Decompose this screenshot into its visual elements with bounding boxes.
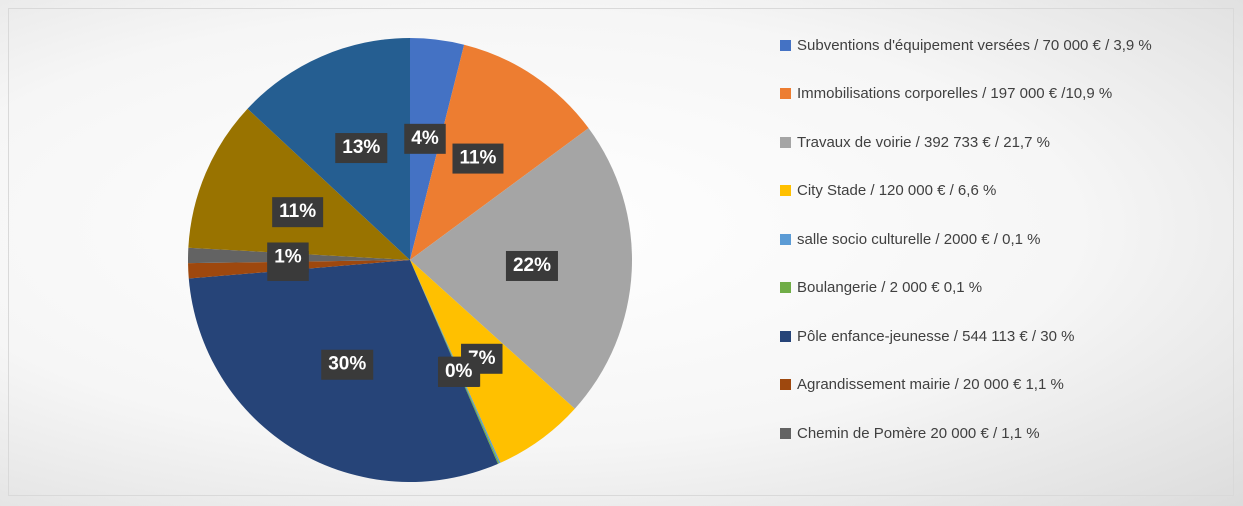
pie-slice: [247, 38, 410, 260]
legend-label: Boulangerie / 2 000 € 0,1 %: [797, 279, 983, 296]
data-label-text: 11%: [459, 148, 496, 169]
data-label: 13%: [335, 133, 388, 164]
pie-slice: [188, 108, 410, 260]
data-label: 30%: [321, 349, 374, 380]
legend-swatch: [780, 233, 791, 245]
data-label-box: [452, 143, 504, 174]
legend-entry: Boulangerie / 2 000 € 0,1 %: [780, 277, 1180, 298]
legend-label: Immobilisations corporelles / 197 000 € …: [797, 85, 1113, 102]
data-label-text: 1%: [274, 247, 302, 268]
data-label-text: 4%: [411, 128, 439, 149]
data-label-box: [335, 133, 388, 164]
legend-swatch: [780, 40, 791, 51]
legend-entry: Subventions d'équipement versées / 70 00…: [780, 35, 1180, 56]
data-label-box: [404, 123, 446, 154]
data-label-text: 30%: [328, 354, 366, 375]
data-label-text: 22%: [513, 255, 551, 276]
legend-entry: City Stade / 120 000 € / 6,6 %: [780, 180, 1180, 201]
legend-entry: Immobilisations corporelles / 197 000 € …: [780, 83, 1180, 104]
data-label: 11%: [272, 197, 324, 228]
data-label-box: [505, 250, 558, 281]
chart-frame: [8, 8, 1234, 496]
data-label: 0%: [437, 356, 480, 387]
data-label-box: [437, 356, 480, 387]
legend-swatch: [780, 88, 791, 99]
data-label-box: [272, 197, 324, 228]
legend-label: City Stade / 120 000 € / 6,6 %: [797, 182, 997, 199]
legend-entry: Pôle enfance-jeunesse / 544 113 € / 30 %: [780, 326, 1180, 347]
legend-label: Agrandissement mairie / 20 000 € 1,1 %: [797, 376, 1064, 393]
data-label: 22%: [505, 250, 558, 281]
legend-label: Subventions d'équipement versées / 70 00…: [797, 37, 1152, 54]
legend-swatch: [780, 427, 791, 439]
legend-swatch: [780, 330, 791, 342]
data-label-text: 11%: [279, 201, 316, 222]
data-label: 4%: [404, 123, 446, 154]
data-label-text: 13%: [342, 137, 380, 158]
legend-entry: Agrandissement mairie / 20 000 € 1,1 %: [780, 374, 1180, 395]
data-label-box: [267, 242, 309, 273]
legend-entry: Travaux de voirie / 392 733 € / 21,7 %: [780, 132, 1180, 153]
legend-swatch: [780, 282, 791, 293]
data-label-box: [321, 349, 374, 380]
legend-swatch: [780, 136, 791, 148]
legend-label: Pôle enfance-jeunesse / 544 113 € / 30 %: [797, 327, 1075, 345]
data-label: 1%: [267, 242, 309, 273]
legend-swatch: [780, 185, 791, 196]
legend-label: Travaux de voirie / 392 733 € / 21,7 %: [797, 133, 1050, 151]
legend-entry: Chemin de Pomère 20 000 € / 1,1 %: [780, 423, 1180, 444]
data-label: 11%: [452, 143, 504, 174]
legend-label: salle socio culturelle / 2000 € / 0,1 %: [797, 230, 1041, 248]
legend-swatch: [780, 379, 791, 390]
legend-label: Chemin de Pomère 20 000 € / 1,1 %: [797, 424, 1040, 442]
data-label-text: 0%: [445, 361, 473, 382]
legend-entry: salle socio culturelle / 2000 € / 0,1 %: [780, 229, 1180, 250]
